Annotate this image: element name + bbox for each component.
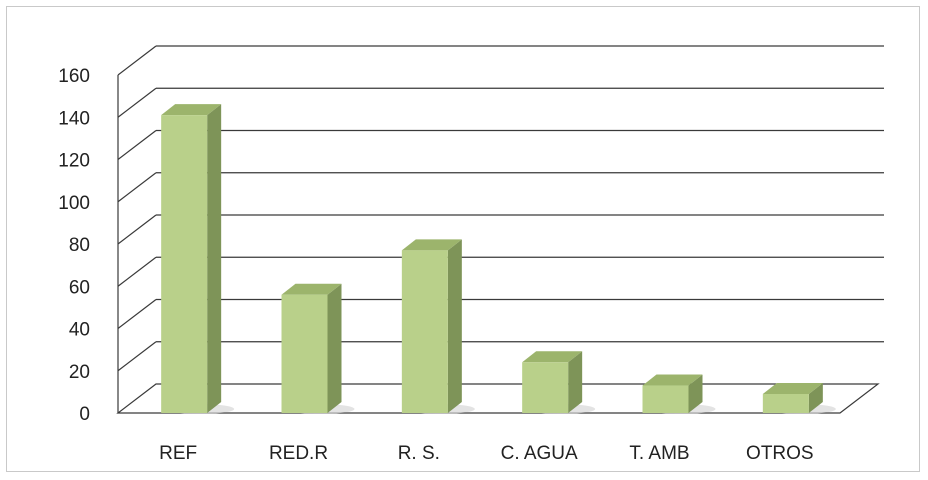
gridline-side	[117, 299, 157, 329]
bar-top	[642, 374, 703, 386]
bars	[161, 104, 836, 414]
gridline-side	[117, 172, 157, 203]
bar-top	[401, 239, 462, 251]
x-tick-label: REF	[159, 443, 197, 464]
bar[interactable]	[762, 393, 809, 413]
bar[interactable]	[642, 385, 689, 413]
labels: 0 20 40 60 80 100 120 140 160 REF RED.R R. S. C. AGU…	[58, 66, 813, 464]
gridline-side	[117, 214, 157, 245]
gridline-side	[117, 130, 157, 160]
bar-side	[688, 374, 703, 413]
y-tick-label: 80	[69, 235, 90, 256]
bar[interactable]	[281, 294, 328, 413]
y-tick-label: 60	[69, 277, 90, 298]
y-tick-label: 140	[58, 108, 90, 129]
y-tick-label: 160	[58, 66, 90, 87]
gridline-side	[117, 341, 157, 372]
x-tick-label: OTROS	[746, 443, 814, 464]
bar-side	[207, 104, 222, 413]
gridline-side	[117, 45, 157, 76]
x-tick-label: T. AMB	[629, 443, 689, 464]
y-tick-label: 40	[69, 320, 90, 341]
gridline-side	[117, 87, 157, 118]
bar-side	[447, 239, 462, 413]
bar-top	[281, 283, 342, 295]
x-tick-label: C. AGUA	[501, 443, 578, 464]
x-tick-label: RED.R	[269, 443, 328, 464]
y-tick-label: 0	[79, 404, 90, 425]
y-tick-label: 20	[69, 362, 90, 383]
bar-top	[522, 351, 583, 363]
y-tick-label: 120	[58, 151, 90, 172]
x-tick-label: R. S.	[398, 443, 440, 464]
bar-side	[568, 351, 583, 413]
bar-side	[327, 283, 342, 413]
bar-side	[808, 382, 823, 413]
grid	[116, 45, 884, 414]
bar[interactable]	[161, 115, 208, 413]
bar[interactable]	[401, 250, 448, 413]
bar-top	[762, 382, 823, 394]
bar[interactable]	[522, 362, 569, 413]
gridline-side	[117, 256, 157, 287]
y-tick-label: 100	[58, 193, 90, 214]
bar-top	[161, 104, 222, 116]
